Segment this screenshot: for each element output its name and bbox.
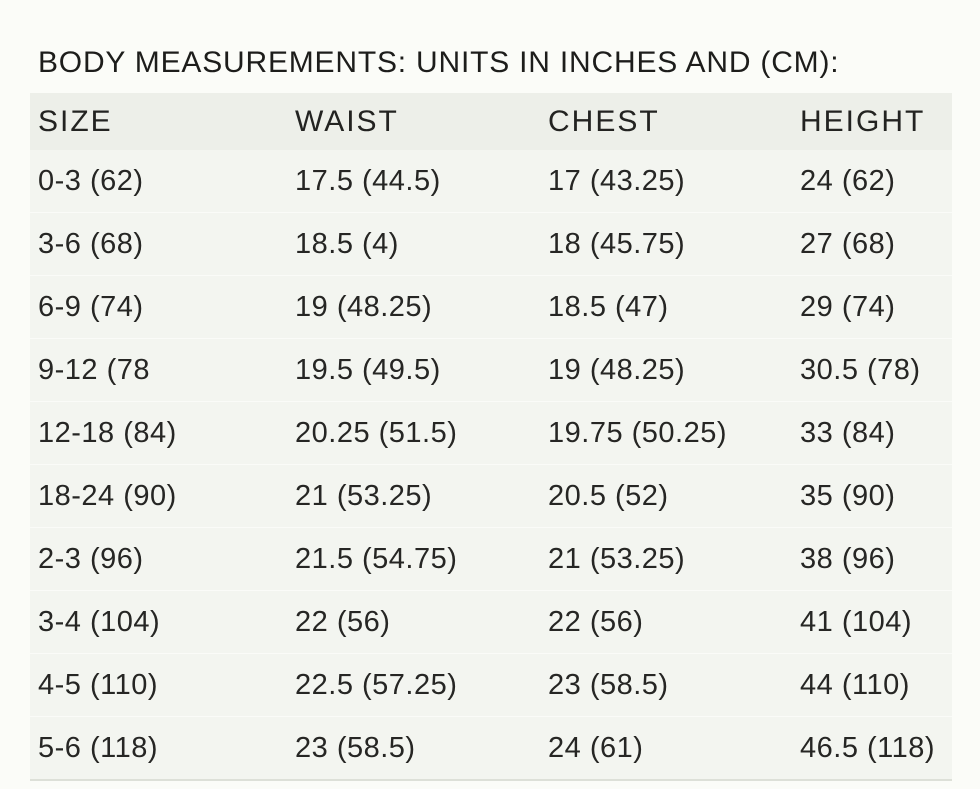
height-cell: 35 (90): [800, 479, 896, 512]
waist-cell: 21.5 (54.75): [295, 542, 458, 575]
table-row: 0-3 (62) 17.5 (44.5) 17 (43.25) 24 (62): [30, 150, 952, 212]
chest-cell: 22 (56): [548, 605, 644, 638]
size-cell: 9-12 (78: [38, 353, 151, 386]
size-cell: 3-4 (104): [38, 605, 161, 638]
table-row: 4-5 (110) 22.5 (57.25) 23 (58.5) 44 (110…: [30, 653, 952, 716]
height-cell: 33 (84): [800, 416, 896, 449]
size-cell: 2-3 (96): [38, 542, 144, 575]
waist-cell: 23 (58.5): [295, 731, 416, 764]
body-measurements-table: SIZE WAIST CHEST HEIGHT 0-3 (62) 17.5 (4…: [30, 93, 952, 781]
waist-cell: 19 (48.25): [295, 290, 433, 323]
size-cell: 18-24 (90): [38, 479, 177, 512]
size-cell: 4-5 (110): [38, 668, 159, 701]
table-row: 3-4 (104) 22 (56) 22 (56) 41 (104): [30, 590, 952, 653]
column-header-size: SIZE: [38, 104, 113, 138]
height-cell: 38 (96): [800, 542, 896, 575]
height-cell: 44 (110): [800, 668, 910, 701]
size-cell: 3-6 (68): [38, 227, 144, 260]
chest-cell: 17 (43.25): [548, 164, 686, 197]
page-title: BODY MEASUREMENTS: UNITS IN INCHES AND (…: [38, 46, 840, 79]
height-cell: 46.5 (118): [800, 731, 936, 764]
height-cell: 29 (74): [800, 290, 896, 323]
table-body: 0-3 (62) 17.5 (44.5) 17 (43.25) 24 (62) …: [30, 150, 952, 779]
waist-cell: 20.25 (51.5): [295, 416, 458, 449]
waist-cell: 22.5 (57.25): [295, 668, 458, 701]
chest-cell: 23 (58.5): [548, 668, 669, 701]
chest-cell: 21 (53.25): [548, 542, 686, 575]
chest-cell: 20.5 (52): [548, 479, 669, 512]
table-row: 3-6 (68) 18.5 (4) 18 (45.75) 27 (68): [30, 212, 952, 275]
size-cell: 12-18 (84): [38, 416, 177, 449]
size-cell: 6-9 (74): [38, 290, 144, 323]
column-header-height: HEIGHT: [800, 104, 926, 138]
waist-cell: 21 (53.25): [295, 479, 433, 512]
height-cell: 27 (68): [800, 227, 896, 260]
chest-cell: 18.5 (47): [548, 290, 669, 323]
size-cell: 0-3 (62): [38, 164, 144, 197]
table-row: 5-6 (118) 23 (58.5) 24 (61) 46.5 (118): [30, 716, 952, 779]
table-row: 18-24 (90) 21 (53.25) 20.5 (52) 35 (90): [30, 464, 952, 527]
chest-cell: 19.75 (50.25): [548, 416, 728, 449]
table-header-row: SIZE WAIST CHEST HEIGHT: [30, 93, 952, 150]
height-cell: 24 (62): [800, 164, 896, 197]
table-row: 2-3 (96) 21.5 (54.75) 21 (53.25) 38 (96): [30, 527, 952, 590]
table-row: 6-9 (74) 19 (48.25) 18.5 (47) 29 (74): [30, 275, 952, 338]
table-row: 12-18 (84) 20.25 (51.5) 19.75 (50.25) 33…: [30, 401, 952, 464]
height-cell: 41 (104): [800, 605, 913, 638]
table-row: 9-12 (78 19.5 (49.5) 19 (48.25) 30.5 (78…: [30, 338, 952, 401]
chest-cell: 24 (61): [548, 731, 644, 764]
waist-cell: 19.5 (49.5): [295, 353, 441, 386]
waist-cell: 17.5 (44.5): [295, 164, 441, 197]
waist-cell: 22 (56): [295, 605, 391, 638]
waist-cell: 18.5 (4): [295, 227, 399, 260]
size-cell: 5-6 (118): [38, 731, 159, 764]
column-header-waist: WAIST: [295, 104, 399, 138]
chest-cell: 19 (48.25): [548, 353, 686, 386]
column-header-chest: CHEST: [548, 104, 660, 138]
chest-cell: 18 (45.75): [548, 227, 686, 260]
height-cell: 30.5 (78): [800, 353, 921, 386]
